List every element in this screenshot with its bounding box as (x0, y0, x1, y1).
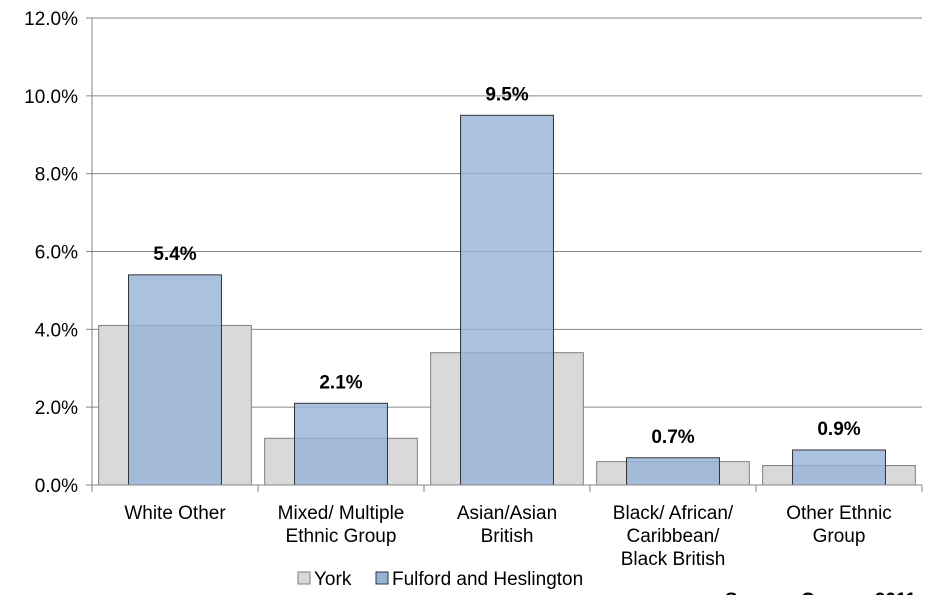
bar-fulford-heslington (460, 114, 554, 486)
y-tick-label: 8.0% (35, 165, 78, 186)
bar-fulford-heslington (128, 274, 222, 486)
x-tick-label: Mixed/ Multiple (278, 503, 405, 524)
bar-fulford-heslington (294, 402, 388, 486)
x-tick-label: White Other (124, 503, 226, 524)
y-tick-label: 2.0% (35, 398, 78, 419)
x-tick-label: Asian/Asian (457, 503, 557, 524)
y-tick-label: 6.0% (35, 243, 78, 264)
legend-label-fulford-heslington: Fulford and Heslington (392, 569, 583, 590)
x-tick-label: Black/ African/ (613, 503, 734, 524)
y-tick-label: 12.0% (24, 9, 78, 30)
x-tick-label: Other Ethnic (786, 503, 892, 524)
data-label: 9.5% (485, 84, 528, 105)
legend-label-york: York (314, 569, 352, 590)
data-label: 2.1% (319, 372, 362, 393)
data-label: 0.7% (651, 427, 694, 448)
data-label: 0.9% (817, 419, 860, 440)
source-note: Source: Census 2011 (725, 590, 917, 595)
bar-fulford-heslington (626, 457, 720, 486)
x-tick-label: British (481, 526, 534, 547)
legend-swatch-york (297, 571, 311, 585)
legend-swatch-fulford-heslington (375, 571, 389, 585)
y-tick-label: 4.0% (35, 320, 78, 341)
y-tick-label: 0.0% (35, 476, 78, 497)
bar-fulford-heslington (792, 449, 886, 486)
x-tick-label: Group (813, 526, 866, 547)
x-tick-label: Black British (621, 549, 726, 570)
x-tick-label: Caribbean/ (627, 526, 721, 547)
y-tick-label: 10.0% (24, 87, 78, 108)
x-tick-label: Ethnic Group (286, 526, 397, 547)
data-label: 5.4% (153, 244, 196, 265)
